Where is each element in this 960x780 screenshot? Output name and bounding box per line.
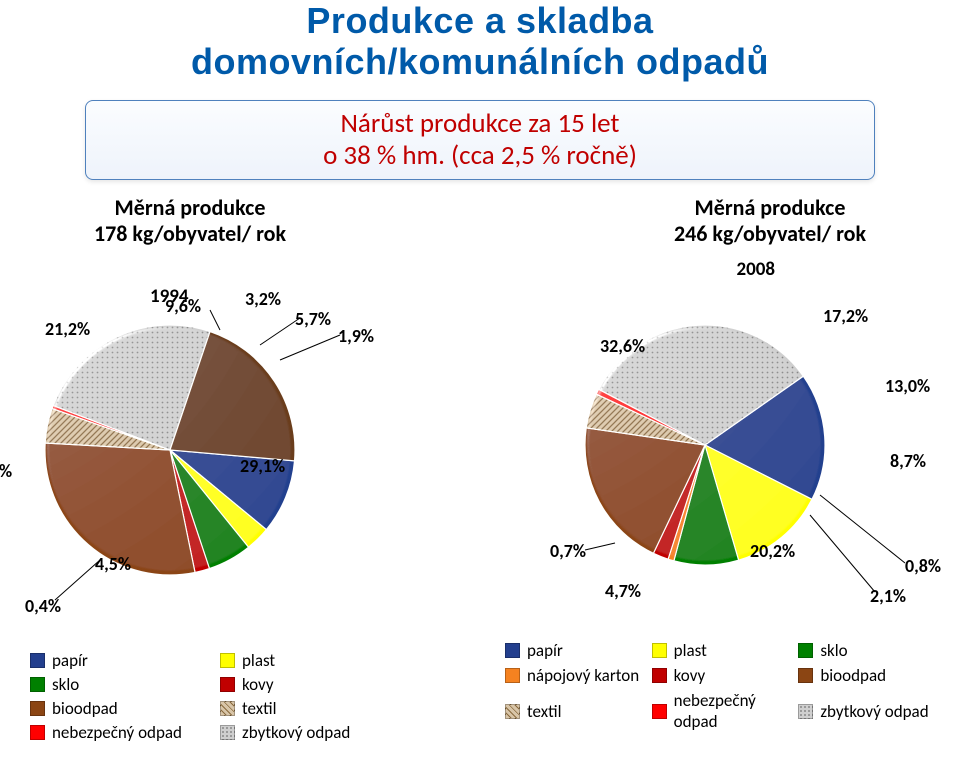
data-label: 4,7% [605, 580, 641, 602]
legend-item: plast [220, 650, 410, 671]
legend-item: zbytkový odpad [798, 690, 945, 732]
data-label: 29,1% [240, 455, 285, 477]
legend-item: bioodpad [798, 665, 945, 686]
legend-swatch [798, 668, 813, 683]
legend-swatch [220, 653, 235, 668]
legend-item: textil [505, 690, 652, 732]
left-label-2: 178 kg/obyvatel/ rok [40, 221, 340, 247]
legend-swatch [220, 701, 235, 716]
right-label-2: 246 kg/obyvatel/ rok [620, 221, 920, 247]
data-label: 13,0% [885, 375, 930, 397]
legend-swatch [30, 701, 45, 716]
title-line1: Produkce a skladba [0, 0, 960, 41]
legend-label: kovy [674, 665, 706, 686]
data-label: 1,9% [338, 325, 374, 347]
data-label: 21,2% [45, 318, 90, 340]
legend-label: sklo [52, 674, 79, 695]
legend-swatch [798, 643, 813, 658]
legend-label: bioodpad [52, 698, 118, 719]
title-line2: domovních/komunálních odpadů [0, 41, 960, 82]
legend-label: zbytkový odpad [242, 722, 350, 743]
legend-label: nápojový karton [527, 665, 639, 686]
legend-item: textil [220, 698, 410, 719]
subtitle-line1: Nárůst produkce za 15 let [323, 108, 637, 140]
left-column-label: Měrná produkce 178 kg/obyvatel/ rok [40, 195, 340, 248]
legend-swatch [220, 677, 235, 692]
data-label: 0,7% [550, 540, 586, 562]
legend-swatch [220, 725, 235, 740]
data-label: 4,5% [95, 553, 131, 575]
legend-label: textil [242, 698, 277, 719]
legend-label: papír [527, 640, 563, 661]
data-label: 8,7% [890, 450, 926, 472]
legend-swatch [652, 643, 667, 658]
data-label: 24,4% [0, 460, 12, 482]
legend-swatch [505, 704, 520, 719]
legend-label: plast [242, 650, 275, 671]
legend-item: nebezpečný odpad [652, 690, 799, 732]
data-label: 9,6% [165, 295, 201, 317]
legend-item: kovy [220, 674, 410, 695]
legend-label: textil [527, 701, 562, 722]
legend-swatch [505, 643, 520, 658]
legend-swatch [30, 725, 45, 740]
legend-2008: papír plast sklo nápojový karton kovy bioodpa… [505, 640, 945, 732]
data-label: 0,4% [25, 595, 61, 617]
data-label: 5,7% [295, 308, 331, 330]
data-label: 32,6% [600, 335, 645, 357]
right-label-1: Měrná produkce [620, 195, 920, 221]
legend-item: nápojový karton [505, 665, 652, 686]
data-label: 0,8% [905, 555, 941, 577]
pie-chart-2008: 17,2% 13,0% 8,7% 0,8% 2,1% 20,2% 4,7% 0,7% 32,6% [505, 280, 960, 620]
year-right: 2008 [736, 258, 775, 281]
legend-label: bioodpad [820, 665, 886, 686]
subtitle-box: Nárůst produkce za 15 let o 38 % hm. (cc… [85, 100, 875, 180]
data-label: 3,2% [245, 288, 281, 310]
legend-label: sklo [820, 640, 847, 661]
legend-item: papír [505, 640, 652, 661]
legend-label: nebezpečný odpad [674, 690, 799, 732]
left-label-1: Měrná produkce [40, 195, 340, 221]
legend-item: papír [30, 650, 220, 671]
subtitle-text: Nárůst produkce za 15 let o 38 % hm. (cc… [323, 108, 637, 173]
legend-label: kovy [242, 674, 274, 695]
data-label: 20,2% [750, 540, 795, 562]
data-label: 2,1% [870, 585, 906, 607]
legend-swatch [652, 668, 667, 683]
legend-swatch [30, 677, 45, 692]
legend-item: sklo [30, 674, 220, 695]
legend-item: kovy [652, 665, 799, 686]
legend-label: plast [674, 640, 707, 661]
subtitle-line2: o 38 % hm. (cca 2,5 % ročně) [323, 140, 637, 172]
legend-swatch [505, 668, 520, 683]
pie-chart-1994: 9,6%3,2%5,7%1,9%29,1%4,5%0,4%24,4%21,2% [0, 300, 390, 600]
legend-swatch [798, 704, 813, 719]
data-label: 17,2% [823, 305, 868, 327]
legend-1994: papír plast sklo kovy bioodpad textil nebezpeč… [30, 650, 410, 743]
legend-label: zbytkový odpad [820, 701, 928, 722]
legend-label: papír [52, 650, 88, 671]
legend-item: sklo [798, 640, 945, 661]
legend-label: nebezpečný odpad [52, 722, 182, 743]
legend-item: nebezpečný odpad [30, 722, 220, 743]
right-column-label: Měrná produkce 246 kg/obyvatel/ rok [620, 195, 920, 248]
legend-swatch [652, 704, 667, 719]
legend-item: bioodpad [30, 698, 220, 719]
page-title: Produkce a skladba domovních/komunálních… [0, 0, 960, 83]
legend-item: plast [652, 640, 799, 661]
legend-item: zbytkový odpad [220, 722, 410, 743]
legend-swatch [30, 653, 45, 668]
